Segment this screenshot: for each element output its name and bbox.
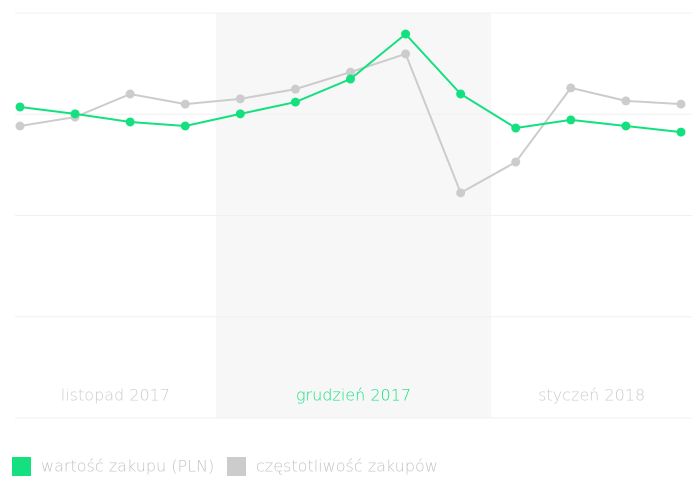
data-point [235,109,245,119]
data-point [346,67,355,77]
period-label: listopad 2017 [61,386,170,405]
data-point [566,115,576,125]
data-point [125,89,135,99]
data-point [401,49,411,59]
data-point [621,96,631,106]
data-point [15,121,25,131]
data-point [15,102,25,112]
legend-label: częstotliwość zakupów [256,457,438,476]
data-point [180,121,190,131]
data-point [676,127,686,137]
legend-label: wartość zakupu (PLN) [41,457,214,476]
data-point [235,94,245,104]
data-point [401,29,411,39]
data-point [456,188,466,198]
data-point [456,89,466,99]
data-point [621,121,631,131]
data-point [125,117,135,127]
data-point [566,83,576,93]
legend-swatch [12,457,31,476]
data-point [346,74,355,84]
period-label: styczeń 2018 [538,386,645,405]
period-label: grudzień 2017 [296,386,411,405]
legend-swatch [227,457,246,476]
data-point [290,84,300,94]
data-point [511,123,521,133]
data-point [511,157,521,167]
data-point [290,97,300,107]
data-point [70,109,80,119]
data-point [180,99,190,109]
data-point [676,99,686,109]
